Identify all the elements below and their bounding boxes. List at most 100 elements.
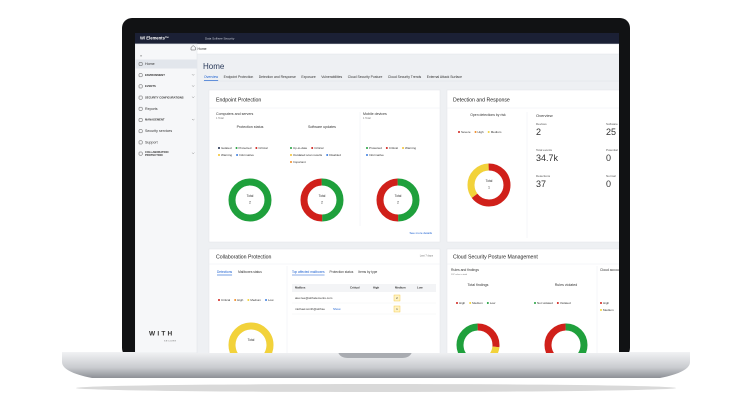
legend-label: Violated — [560, 301, 571, 305]
tab[interactable]: Overview — [204, 75, 219, 79]
donut-value: 2 — [397, 200, 399, 204]
legend-dot — [458, 131, 460, 133]
overview-title: Overview — [536, 113, 553, 118]
stat-label: Total events — [536, 148, 553, 152]
donut-segment — [456, 323, 500, 353]
legend-dot — [486, 302, 489, 304]
stat-label: Normal — [606, 174, 616, 178]
collapse-icon: « — [140, 53, 143, 58]
stat-value: 0 — [606, 153, 611, 163]
home-icon — [190, 45, 196, 51]
legend-dot — [469, 302, 472, 304]
legend-dot — [218, 299, 220, 301]
donut-label: Total — [248, 338, 255, 342]
legend-dot — [456, 302, 458, 304]
tab[interactable]: Vulnerabilities — [321, 75, 342, 79]
nav-item[interactable]: COLLABORATION PROTECTION — [145, 150, 168, 157]
nav-item[interactable]: SECURITY CONFIGURATIONS — [145, 95, 184, 99]
sub-tab[interactable]: Items by type — [358, 270, 377, 274]
legend-label: Protected — [369, 146, 382, 150]
show-link[interactable]: Show — [333, 307, 341, 311]
card — [208, 248, 441, 353]
details-link[interactable]: See more details — [409, 231, 432, 235]
section-title: Computers and servers — [216, 112, 254, 116]
donut-segment — [300, 178, 344, 222]
breadcrumb-bar — [135, 43, 619, 55]
donut-segment — [544, 323, 588, 353]
donut-value: 2 — [249, 200, 251, 204]
tab[interactable]: External Attack Surface — [427, 75, 462, 79]
legend-label: Warning — [221, 153, 232, 157]
shadow — [76, 384, 676, 392]
legend-dot — [235, 147, 238, 149]
period: Last 7 days — [420, 254, 434, 258]
chart-title: Rules violated — [555, 283, 578, 287]
stat-label: Potential — [606, 148, 618, 152]
nav-item[interactable]: Support — [145, 140, 158, 144]
legend-label: Important — [293, 160, 306, 164]
legend-dot — [290, 161, 292, 163]
nav-icon — [138, 62, 143, 66]
legend-dot — [474, 131, 477, 133]
legend-dot — [218, 147, 220, 149]
sub-tab[interactable]: Detections — [217, 270, 232, 274]
chart-title: Protection status — [237, 125, 264, 129]
stat-value: 37 — [536, 179, 546, 189]
chevron — [191, 74, 195, 76]
table-header: Low — [417, 286, 423, 290]
chevron — [191, 96, 195, 99]
stat-value: 0 — [606, 179, 611, 189]
section-title: Cloud accounts — [600, 268, 624, 272]
stat-label: Detections — [536, 174, 551, 178]
donut-label: Total — [319, 194, 326, 198]
card-title: Cloud Security Posture Management — [453, 254, 538, 260]
tab[interactable]: Endpoint Protection — [224, 75, 254, 79]
nav-item[interactable]: Reports — [145, 107, 158, 111]
legend-label: Protected — [239, 146, 252, 150]
nav-item[interactable]: Home — [145, 62, 155, 66]
table-header: Mailbox — [295, 286, 306, 290]
legend-dot — [247, 299, 250, 301]
sub-tab[interactable]: Top affected mailboxes — [292, 270, 325, 274]
nav-icon — [138, 129, 143, 134]
count-badge — [393, 305, 401, 313]
tab[interactable]: Detection and Response — [259, 75, 296, 79]
legend-label: Low — [268, 298, 274, 302]
card — [446, 89, 619, 243]
tab[interactable]: Exposure — [301, 75, 315, 79]
tab[interactable]: Cloud Security Posture — [348, 75, 383, 79]
nav-item[interactable]: ENVIRONMENT — [145, 73, 165, 77]
card-title: Endpoint Protection — [216, 97, 261, 103]
nav-item[interactable]: Security services — [145, 129, 172, 133]
screen: W/ Elements™ Data Sollisee SecurityHome«H… — [135, 33, 624, 353]
legend-label: Informative — [239, 153, 254, 157]
nav-icon — [138, 118, 143, 122]
donut-segment — [376, 178, 420, 222]
legend-dot — [265, 299, 268, 301]
donut-label: Total — [486, 179, 493, 183]
nav-icon — [138, 73, 143, 78]
legend-label: High — [603, 301, 610, 305]
tab[interactable]: Cloud Security Trends — [388, 75, 422, 79]
legend-label: Critical — [258, 146, 268, 150]
nav-icon — [138, 95, 143, 100]
table-mailbox: alex.lee@withelements.com — [295, 296, 333, 300]
nav-icon — [138, 106, 143, 111]
legend-dot — [290, 147, 292, 149]
legend-dot — [311, 147, 314, 149]
donut-segment — [228, 178, 272, 222]
section-title: Rules and findings — [451, 268, 479, 272]
sub-tab[interactable]: Mailboxes status — [238, 270, 262, 274]
legend-label: Critical — [314, 146, 324, 150]
legend-label: Not violated — [537, 301, 553, 305]
chart-title: Software updates — [308, 125, 336, 129]
table-count: 1 — [396, 307, 398, 311]
chart-title: Total findings — [468, 283, 489, 287]
sub-tab[interactable]: Protection status — [330, 270, 354, 274]
nav-item[interactable]: MANAGEMENT — [145, 118, 165, 122]
legend-dot — [402, 147, 405, 149]
nav-item[interactable]: EVENTS — [145, 84, 156, 88]
donut-segment — [228, 322, 274, 353]
